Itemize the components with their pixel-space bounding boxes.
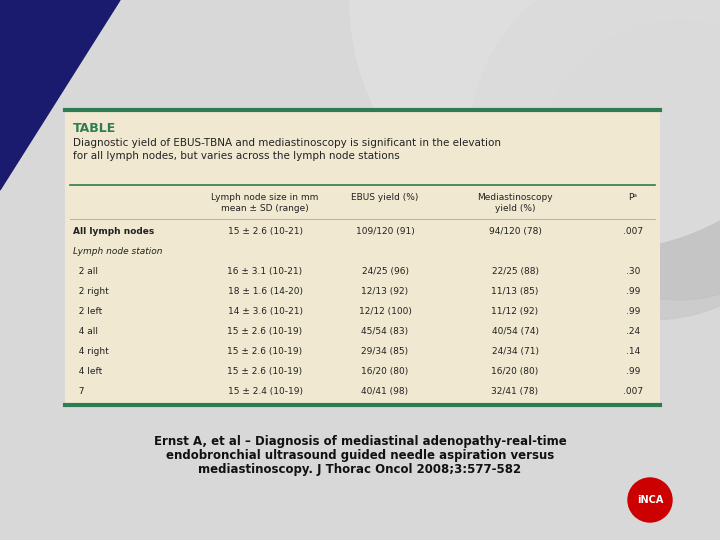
Text: 15 ± 2.6 (10-19): 15 ± 2.6 (10-19)	[228, 367, 302, 376]
Text: 40/54 (74): 40/54 (74)	[492, 327, 539, 336]
Text: 24/25 (96): 24/25 (96)	[361, 267, 408, 276]
Text: Ernst A, et al – Diagnosis of mediastinal adenopathy-real-time: Ernst A, et al – Diagnosis of mediastina…	[153, 435, 567, 448]
Text: 16/20 (80): 16/20 (80)	[361, 367, 409, 376]
Text: 4 right: 4 right	[73, 347, 109, 356]
Text: endobronchial ultrasound guided needle aspiration versus: endobronchial ultrasound guided needle a…	[166, 449, 554, 462]
Circle shape	[350, 0, 720, 250]
Text: mediastinoscopy. J Thorac Oncol 2008;3:577-582: mediastinoscopy. J Thorac Oncol 2008;3:5…	[199, 463, 521, 476]
Text: Lymph node station: Lymph node station	[73, 247, 163, 256]
Text: 14 ± 3.6 (10-21): 14 ± 3.6 (10-21)	[228, 307, 302, 316]
Text: 40/41 (98): 40/41 (98)	[361, 387, 408, 396]
Text: 15 ± 2.6 (10-19): 15 ± 2.6 (10-19)	[228, 327, 302, 336]
Text: Mediastinoscopy
yield (%): Mediastinoscopy yield (%)	[477, 193, 553, 213]
Text: 2 left: 2 left	[73, 307, 102, 316]
Text: EBUS yield (%): EBUS yield (%)	[351, 193, 419, 202]
Text: 4 all: 4 all	[73, 327, 98, 336]
Text: Lymph node size in mm
mean ± SD (range): Lymph node size in mm mean ± SD (range)	[211, 193, 319, 213]
Text: 18 ± 1.6 (14-20): 18 ± 1.6 (14-20)	[228, 287, 302, 296]
Text: .24: .24	[626, 327, 640, 336]
Text: 109/120 (91): 109/120 (91)	[356, 227, 415, 236]
Text: 7: 7	[73, 387, 84, 396]
Text: .14: .14	[626, 347, 640, 356]
Text: 12/13 (92): 12/13 (92)	[361, 287, 408, 296]
Text: 15 ± 2.6 (10-19): 15 ± 2.6 (10-19)	[228, 347, 302, 356]
Circle shape	[470, 0, 720, 320]
Text: 12/12 (100): 12/12 (100)	[359, 307, 411, 316]
Text: 32/41 (78): 32/41 (78)	[492, 387, 539, 396]
Text: .007: .007	[623, 227, 643, 236]
Text: 11/13 (85): 11/13 (85)	[491, 287, 539, 296]
Text: .99: .99	[626, 287, 640, 296]
Text: Diagnostic yield of EBUS-TBNA and mediastinoscopy is significant in the elevatio: Diagnostic yield of EBUS-TBNA and medias…	[73, 138, 501, 161]
Text: 2 right: 2 right	[73, 287, 109, 296]
Text: Pᵃ: Pᵃ	[629, 193, 637, 202]
Text: iNCA: iNCA	[636, 495, 663, 505]
Polygon shape	[0, 0, 120, 190]
Text: .30: .30	[626, 267, 640, 276]
Text: 2 all: 2 all	[73, 267, 98, 276]
Circle shape	[628, 478, 672, 522]
Text: 45/54 (83): 45/54 (83)	[361, 327, 408, 336]
Circle shape	[540, 20, 720, 300]
Text: .007: .007	[623, 387, 643, 396]
Text: 22/25 (88): 22/25 (88)	[492, 267, 539, 276]
Text: 16/20 (80): 16/20 (80)	[491, 367, 539, 376]
FancyBboxPatch shape	[65, 110, 660, 405]
Text: 24/34 (71): 24/34 (71)	[492, 347, 539, 356]
Text: 15 ± 2.4 (10-19): 15 ± 2.4 (10-19)	[228, 387, 302, 396]
Text: 16 ± 3.1 (10-21): 16 ± 3.1 (10-21)	[228, 267, 302, 276]
Text: 11/12 (92): 11/12 (92)	[492, 307, 539, 316]
Text: 15 ± 2.6 (10-21): 15 ± 2.6 (10-21)	[228, 227, 302, 236]
Text: .99: .99	[626, 367, 640, 376]
Text: 4 left: 4 left	[73, 367, 102, 376]
Text: .99: .99	[626, 307, 640, 316]
Text: TABLE: TABLE	[73, 122, 116, 135]
Text: All lymph nodes: All lymph nodes	[73, 227, 154, 236]
Text: 94/120 (78): 94/120 (78)	[489, 227, 541, 236]
Text: 29/34 (85): 29/34 (85)	[361, 347, 408, 356]
